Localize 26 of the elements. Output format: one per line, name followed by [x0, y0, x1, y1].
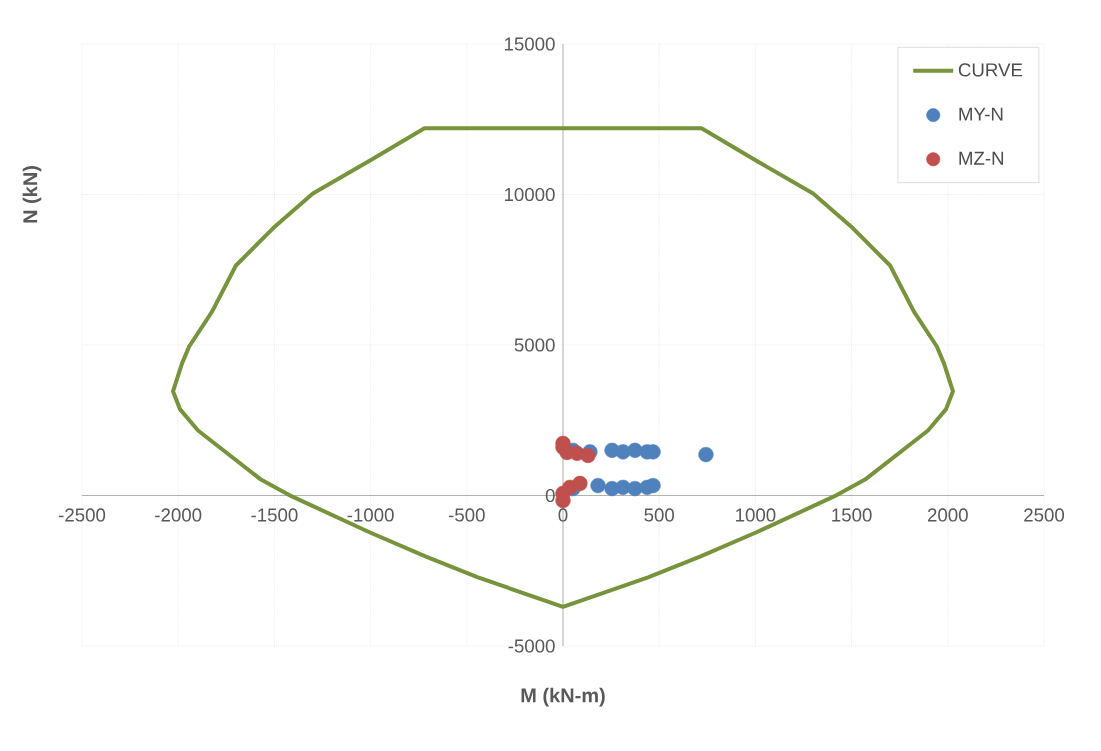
point — [590, 477, 606, 494]
legend-label: CURVE — [958, 63, 1023, 77]
x-tick-label: -2500 — [58, 508, 106, 522]
y-tick-label: 15000 — [504, 37, 555, 51]
legend-label: MY-N — [959, 107, 1003, 121]
y-axis-title: N (kN) — [22, 166, 42, 223]
legend-label: MZ-N — [959, 151, 1004, 165]
y-tick-label: 10000 — [504, 187, 555, 202]
x-tick-label: 2500 — [1024, 508, 1065, 522]
y-tick-label: -5000 — [508, 639, 555, 653]
x-tick-label: -2000 — [155, 508, 202, 522]
x-tick-label: -1000 — [347, 508, 394, 522]
y-tick-label: 5000 — [514, 338, 555, 352]
point — [627, 442, 643, 458]
x-tick-label: -1500 — [251, 508, 298, 522]
x-tick-label: 1000 — [736, 508, 776, 522]
y-tick-label: 0 — [545, 488, 555, 503]
x-tick-label: 0 — [558, 508, 568, 522]
point — [698, 446, 714, 463]
point — [580, 447, 596, 464]
x-tick-label: 2000 — [927, 508, 968, 522]
x-axis-title: M (kN-m) — [521, 687, 605, 707]
x-tick-label: -500 — [448, 508, 485, 522]
point — [572, 475, 588, 492]
x-tick-label: 1500 — [832, 508, 872, 522]
x-tick-label: 500 — [644, 508, 675, 522]
